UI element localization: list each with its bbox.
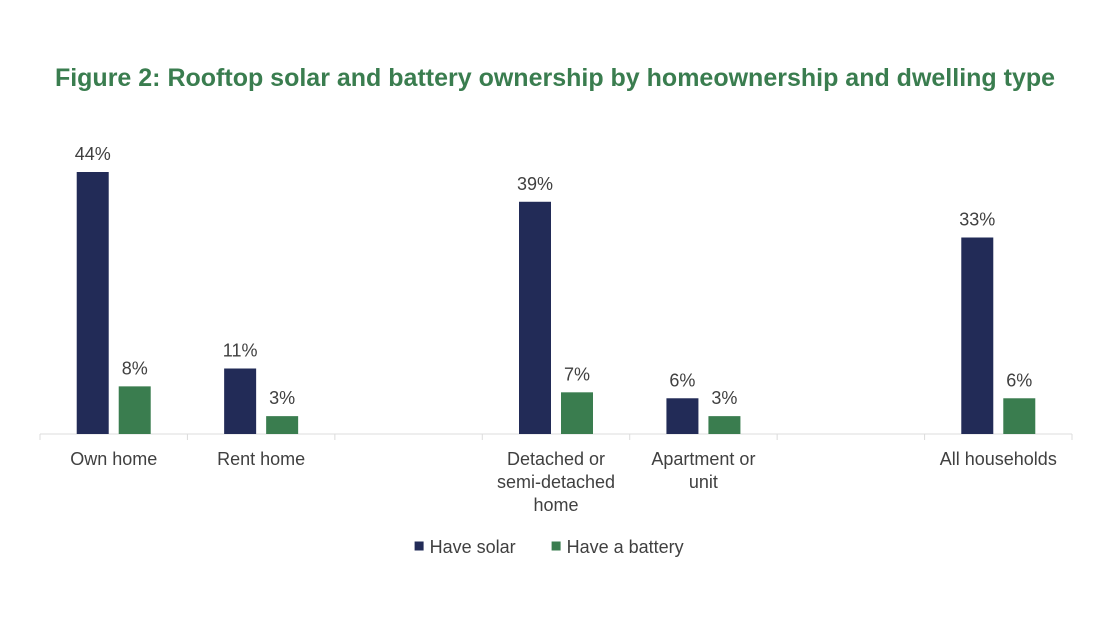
- category-label: Own home: [70, 449, 157, 469]
- chart-title: Figure 2: Rooftop solar and battery owne…: [54, 64, 1056, 92]
- bars-layer: [76, 172, 1036, 434]
- category-label: semi-detached: [497, 472, 615, 492]
- data-label: 11%: [223, 341, 258, 361]
- legend-label: Have solar: [430, 537, 516, 557]
- bar-have-a-battery: [1003, 398, 1036, 434]
- data-label: 39%: [517, 174, 553, 194]
- data-label: 33%: [959, 210, 995, 230]
- category-label: All households: [940, 449, 1057, 469]
- category-label: unit: [689, 472, 718, 492]
- legend-label: Have a battery: [567, 537, 684, 557]
- category-label: Apartment or: [651, 449, 755, 469]
- category-label: Rent home: [217, 449, 305, 469]
- data-label: 7%: [564, 364, 590, 384]
- category-label: Detached or: [507, 449, 605, 469]
- data-label: 3%: [269, 388, 295, 408]
- bar-have-a-battery: [118, 386, 151, 434]
- bar-have-solar: [224, 368, 257, 434]
- data-labels-layer: 44% 8% 11% 3% 39% 7% 6% 3% 33% 6%: [75, 144, 1033, 408]
- category-label: home: [533, 495, 578, 515]
- bar-have-solar: [961, 237, 994, 434]
- bar-have-a-battery: [561, 392, 593, 434]
- data-label: 6%: [1006, 370, 1032, 390]
- data-label: 44%: [75, 144, 111, 164]
- data-label: 8%: [122, 358, 148, 378]
- bar-have-solar: [666, 398, 699, 434]
- legend: Have solar Have a battery: [414, 537, 684, 557]
- legend-swatch: [414, 541, 424, 551]
- legend-swatch: [551, 541, 561, 551]
- axis-layer: [39, 433, 1073, 440]
- data-label: 3%: [711, 388, 737, 408]
- bar-have-solar: [519, 201, 551, 434]
- bar-have-solar: [76, 172, 109, 434]
- data-label: 6%: [669, 370, 695, 390]
- bar-have-a-battery: [708, 416, 741, 434]
- category-labels-layer: Own home Rent home Detached or semi-detache…: [70, 449, 1057, 515]
- bar-have-a-battery: [266, 416, 299, 434]
